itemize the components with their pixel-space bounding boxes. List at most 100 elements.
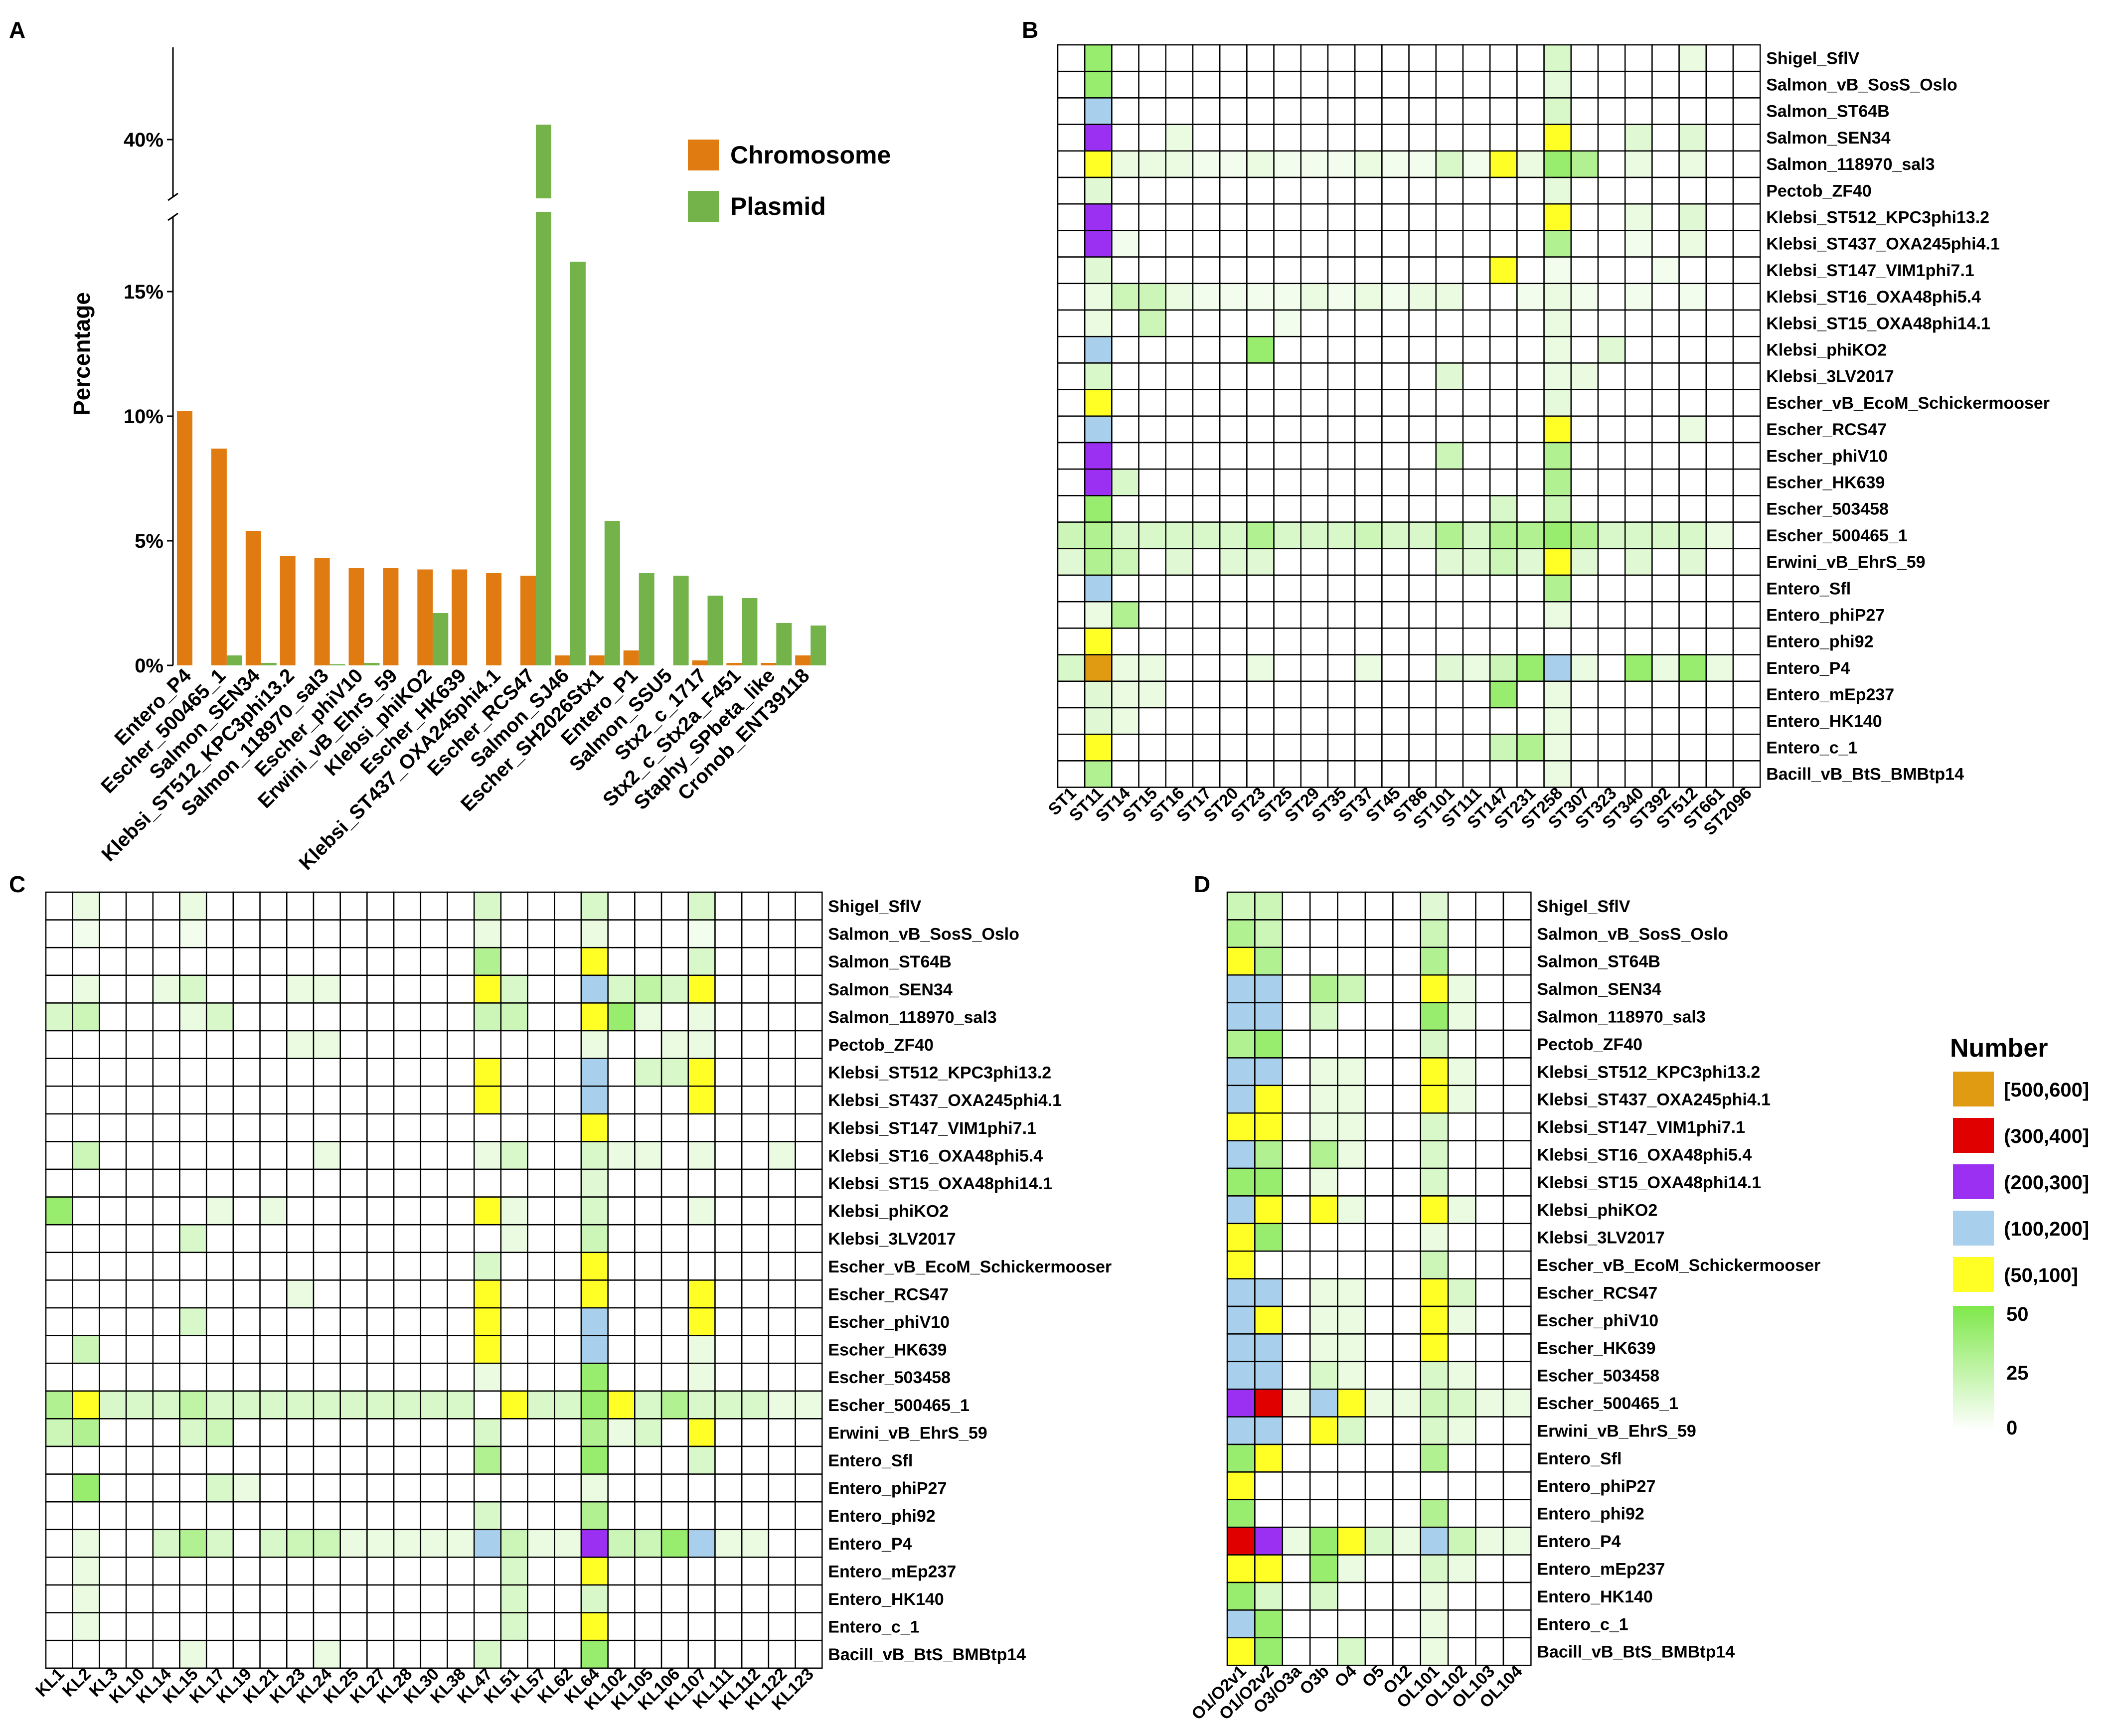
bar-chromosome — [211, 449, 227, 665]
heatmap-cell — [1254, 1167, 1284, 1197]
heatmap-cell — [232, 1335, 261, 1364]
heatmap-cell — [1165, 628, 1194, 655]
heatmap-cell — [366, 1224, 395, 1254]
heatmap-cell — [1165, 442, 1194, 470]
heatmap-cell — [1462, 628, 1491, 655]
heatmap-cell — [1226, 1361, 1256, 1390]
heatmap-cell — [1192, 495, 1221, 523]
heatmap-cell — [205, 1612, 234, 1641]
heatmap-cell — [1435, 415, 1464, 444]
heatmap-cell — [1300, 362, 1329, 390]
heatmap-cell — [259, 1612, 288, 1641]
heatmap-cell — [634, 1473, 662, 1503]
heatmap-cell — [1309, 1637, 1338, 1666]
y-tick-label: 40% — [124, 129, 163, 151]
heatmap-cell — [1226, 1167, 1256, 1197]
heatmap-cell — [179, 1612, 207, 1641]
heatmap-cell — [99, 1168, 127, 1198]
heatmap-cell — [473, 1584, 502, 1613]
heatmap-cell — [768, 1279, 796, 1309]
heatmap-cell — [1475, 1499, 1504, 1528]
heatmap-cell — [1678, 468, 1707, 496]
heatmap-cell — [1381, 521, 1410, 550]
heatmap-cell — [473, 1279, 502, 1309]
heatmap-cell — [1502, 1609, 1532, 1639]
heatmap-cell — [1254, 1002, 1284, 1031]
heatmap-cell — [1381, 150, 1410, 178]
heatmap-cell — [580, 1335, 609, 1364]
heatmap-cell — [420, 1584, 448, 1613]
heatmap-cell — [1516, 548, 1545, 576]
heatmap-cell — [554, 1584, 582, 1613]
heatmap-cell — [1420, 1333, 1449, 1363]
heatmap-cell — [99, 1224, 127, 1254]
heatmap-cell — [527, 1085, 555, 1115]
heatmap-cell — [1309, 1057, 1338, 1087]
heatmap-cell — [339, 1307, 368, 1336]
heatmap-cell — [500, 1418, 528, 1447]
heatmap-cell — [1732, 574, 1761, 603]
bar-chromosome — [452, 569, 468, 665]
heatmap-cell — [1138, 150, 1167, 178]
heatmap-cell — [500, 1362, 528, 1392]
heatmap-cell — [1475, 1195, 1504, 1225]
heatmap-cell — [339, 1141, 368, 1170]
legend: Chromosome Plasmid — [688, 140, 891, 222]
heatmap-cell — [45, 1557, 73, 1586]
heatmap-cell — [259, 1473, 288, 1503]
heatmap-cell — [1502, 1526, 1532, 1556]
heatmap-cell — [1462, 97, 1491, 125]
heatmap-cell — [660, 1501, 689, 1531]
heatmap-cell — [1192, 44, 1221, 72]
heatmap-cell — [1273, 150, 1302, 178]
heatmap-cell — [1300, 733, 1329, 762]
legend-bin-swatch-500-600 — [1953, 1072, 1994, 1106]
heatmap-cell — [1543, 468, 1572, 496]
heatmap-cell — [1392, 1167, 1422, 1197]
bar-chromosome — [383, 568, 399, 665]
heatmap-cell — [500, 1612, 528, 1641]
heatmap-cell — [1226, 1581, 1256, 1611]
heatmap-cell — [179, 1473, 207, 1503]
heatmap-cell — [447, 1113, 475, 1142]
heatmap-cell — [45, 1113, 73, 1142]
heatmap-cell — [1597, 760, 1626, 788]
heatmap-cell — [1226, 1388, 1256, 1418]
heatmap-cell — [72, 1362, 100, 1392]
heatmap-cell — [527, 1252, 555, 1281]
heatmap-cell — [1475, 1554, 1504, 1583]
heatmap-cell — [447, 1085, 475, 1115]
heatmap-cell — [1420, 1167, 1449, 1197]
heatmap-cell — [393, 1058, 422, 1087]
heatmap-cell — [286, 1224, 315, 1254]
heatmap-cell — [72, 1639, 100, 1669]
row-label: Klebsi_ST512_KPC3phi13.2 — [1766, 208, 1989, 227]
heatmap-cell — [687, 1307, 716, 1336]
heatmap-cell — [152, 1612, 180, 1641]
heatmap-cell — [1624, 256, 1653, 285]
heatmap-cell — [1246, 176, 1275, 205]
heatmap-cell — [286, 1279, 315, 1309]
heatmap-cell — [1246, 203, 1275, 231]
heatmap-cell — [1084, 150, 1113, 178]
heatmap-cell — [1381, 415, 1410, 444]
row-label: Escher_500465_1 — [1766, 526, 1908, 545]
heatmap-cell — [1219, 442, 1248, 470]
heatmap-cell — [447, 1196, 475, 1226]
heatmap-cell — [1138, 362, 1167, 390]
heatmap-cell — [607, 1307, 636, 1336]
heatmap-cell — [473, 1418, 502, 1447]
heatmap-cell — [1462, 442, 1491, 470]
heatmap-cell — [1624, 707, 1653, 735]
heatmap-cell — [1651, 548, 1680, 576]
heatmap-cell — [1502, 1112, 1532, 1141]
heatmap-cell — [420, 1141, 448, 1170]
heatmap-cell — [1111, 548, 1139, 576]
heatmap-cell — [768, 1196, 796, 1226]
heatmap-cell — [1327, 362, 1356, 390]
heatmap-cell — [660, 974, 689, 1004]
row-label: Klebsi_phiKO2 — [1537, 1201, 1657, 1220]
heatmap-cell — [1327, 150, 1356, 178]
heatmap-cell — [99, 1584, 127, 1613]
heatmap-cell — [741, 891, 770, 921]
